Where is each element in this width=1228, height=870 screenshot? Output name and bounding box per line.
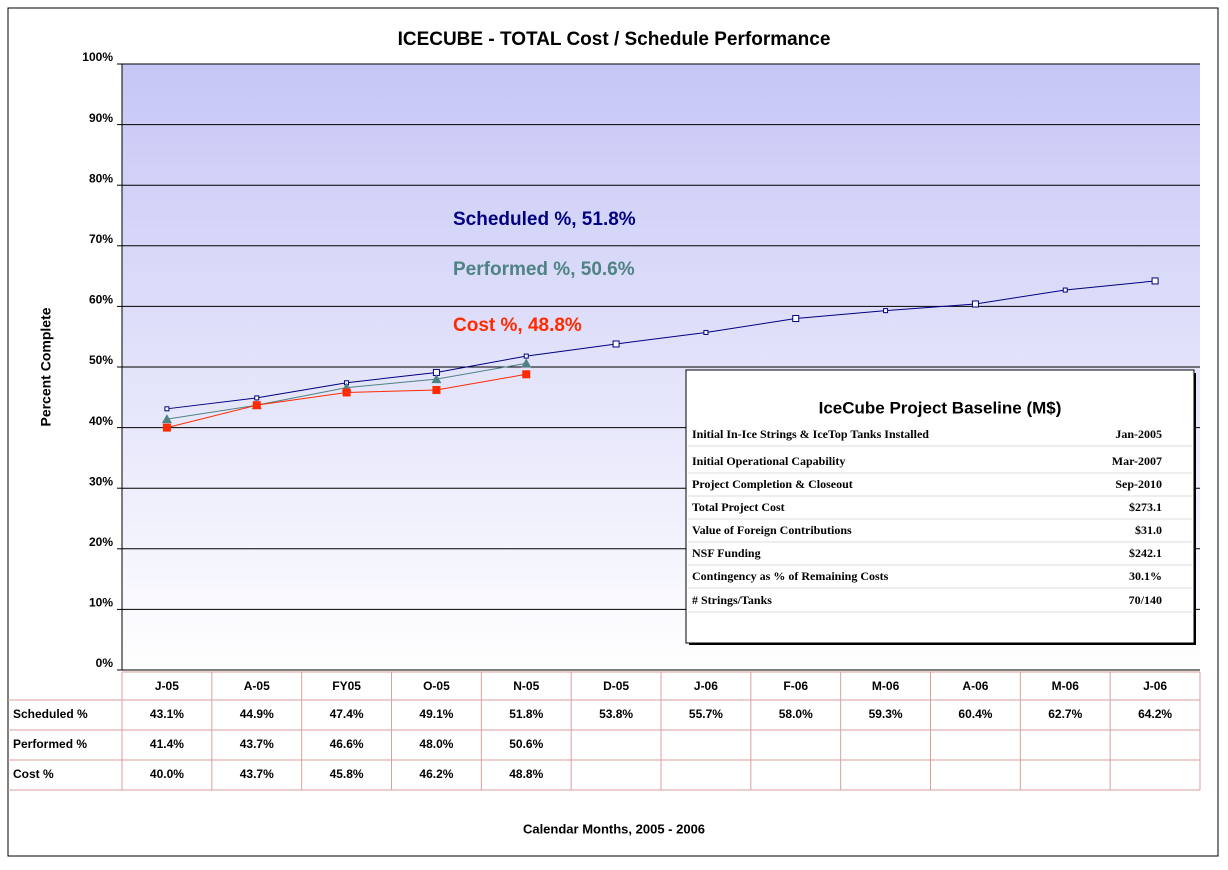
x-tick-label: D-05 bbox=[603, 679, 629, 693]
baseline-value: Mar-2007 bbox=[1112, 454, 1162, 468]
x-tick-label: J-05 bbox=[155, 679, 179, 693]
table-value: 50.6% bbox=[509, 737, 543, 751]
table-value: 43.7% bbox=[240, 737, 274, 751]
y-axis-title: Percent Complete bbox=[38, 307, 54, 426]
x-tick-label: F-06 bbox=[783, 679, 808, 693]
baseline-value: $242.1 bbox=[1129, 546, 1162, 560]
y-tick-label: 10% bbox=[89, 596, 113, 610]
baseline-value: Jan-2005 bbox=[1115, 427, 1162, 441]
baseline-label: Initial In-Ice Strings & IceTop Tanks In… bbox=[692, 427, 929, 441]
x-tick-label: M-06 bbox=[1052, 679, 1080, 693]
baseline-label: NSF Funding bbox=[692, 546, 761, 560]
table-value: 43.1% bbox=[150, 707, 184, 721]
baseline-value: Sep-2010 bbox=[1115, 477, 1162, 491]
marker bbox=[612, 340, 620, 348]
baseline-value: 70/140 bbox=[1129, 593, 1162, 607]
y-tick-label: 60% bbox=[89, 293, 113, 307]
table-value: 51.8% bbox=[509, 707, 543, 721]
table-row-name: Performed % bbox=[13, 737, 87, 751]
y-tick-label: 0% bbox=[96, 656, 114, 670]
marker bbox=[1151, 277, 1159, 285]
table-value: 46.6% bbox=[330, 737, 364, 751]
y-tick-label: 70% bbox=[89, 232, 113, 246]
table-value: 48.0% bbox=[419, 737, 453, 751]
x-tick-label: FY05 bbox=[332, 679, 361, 693]
annotation: Cost %, 48.8% bbox=[453, 315, 582, 336]
marker bbox=[252, 401, 261, 410]
baseline-value: $273.1 bbox=[1129, 500, 1162, 514]
marker bbox=[883, 308, 889, 314]
marker bbox=[254, 395, 260, 401]
marker bbox=[431, 374, 442, 384]
baseline-label: Contingency as % of Remaining Costs bbox=[692, 569, 889, 583]
baseline-box bbox=[685, 369, 1195, 644]
x-tick-label: J-06 bbox=[694, 679, 718, 693]
annotation: Performed %, 50.6% bbox=[453, 259, 635, 280]
x-tick-label: J-06 bbox=[1143, 679, 1167, 693]
table-value: 46.2% bbox=[419, 767, 453, 781]
marker bbox=[522, 370, 531, 379]
table-value: 64.2% bbox=[1138, 707, 1172, 721]
baseline-title: IceCube Project Baseline (M$) bbox=[819, 398, 1062, 417]
table-value: 48.8% bbox=[509, 767, 543, 781]
table-row-name: Cost % bbox=[13, 767, 54, 781]
x-tick-label: A-06 bbox=[962, 679, 988, 693]
baseline-label: # Strings/Tanks bbox=[692, 593, 772, 607]
table-value: 59.3% bbox=[869, 707, 903, 721]
table-value: 40.0% bbox=[150, 767, 184, 781]
table-value: 47.4% bbox=[330, 707, 364, 721]
table-value: 55.7% bbox=[689, 707, 723, 721]
marker bbox=[971, 300, 979, 308]
marker bbox=[523, 353, 529, 359]
x-tick-label: A-05 bbox=[244, 679, 270, 693]
y-tick-label: 20% bbox=[89, 535, 113, 549]
marker bbox=[432, 386, 441, 395]
baseline-value: 30.1% bbox=[1129, 569, 1162, 583]
x-tick-label: N-05 bbox=[513, 679, 539, 693]
x-tick-label: M-06 bbox=[872, 679, 900, 693]
table-value: 44.9% bbox=[240, 707, 274, 721]
chart-title: ICECUBE - TOTAL Cost / Schedule Performa… bbox=[398, 29, 831, 50]
marker bbox=[521, 358, 532, 368]
y-tick-label: 40% bbox=[89, 414, 113, 428]
x-axis-title: Calendar Months, 2005 - 2006 bbox=[523, 821, 705, 836]
baseline-label: Initial Operational Capability bbox=[692, 454, 845, 468]
y-tick-label: 30% bbox=[89, 474, 113, 488]
series-line bbox=[166, 280, 1156, 410]
table-value: 45.8% bbox=[330, 767, 364, 781]
marker bbox=[1062, 287, 1068, 293]
table-row-name: Scheduled % bbox=[13, 707, 88, 721]
baseline-label: Project Completion & Closeout bbox=[692, 477, 853, 491]
y-tick-label: 50% bbox=[89, 353, 113, 367]
marker bbox=[162, 423, 171, 432]
baseline-label: Total Project Cost bbox=[692, 500, 785, 514]
marker bbox=[161, 414, 172, 424]
table-value: 43.7% bbox=[240, 767, 274, 781]
marker bbox=[703, 329, 709, 335]
table-value: 41.4% bbox=[150, 737, 184, 751]
baseline-label: Value of Foreign Contributions bbox=[692, 523, 852, 537]
table-value: 60.4% bbox=[958, 707, 992, 721]
table-value: 62.7% bbox=[1048, 707, 1082, 721]
y-tick-label: 90% bbox=[89, 111, 113, 125]
y-tick-label: 80% bbox=[89, 171, 113, 185]
marker bbox=[342, 388, 351, 397]
table-value: 53.8% bbox=[599, 707, 633, 721]
table-value: 49.1% bbox=[419, 707, 453, 721]
table-value: 58.0% bbox=[779, 707, 813, 721]
annotation: Scheduled %, 51.8% bbox=[453, 209, 636, 230]
marker bbox=[792, 315, 800, 323]
marker bbox=[164, 406, 170, 412]
x-tick-label: O-05 bbox=[423, 679, 450, 693]
baseline-value: $31.0 bbox=[1135, 523, 1162, 537]
y-tick-label: 100% bbox=[82, 50, 113, 64]
